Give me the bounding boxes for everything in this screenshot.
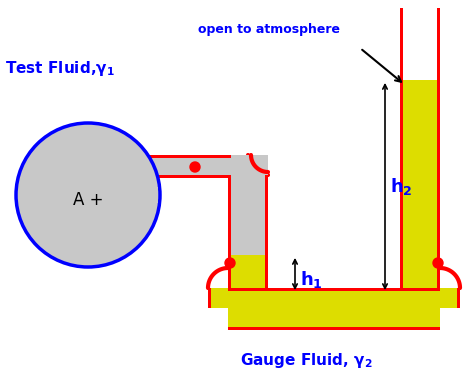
Circle shape xyxy=(16,123,160,267)
Bar xyxy=(403,80,437,288)
Circle shape xyxy=(433,258,443,268)
Bar xyxy=(403,8,437,80)
Bar xyxy=(265,155,268,300)
Bar xyxy=(148,155,268,158)
Bar xyxy=(228,155,268,300)
Bar xyxy=(228,291,440,327)
Bar xyxy=(228,288,440,291)
Bar xyxy=(440,291,457,308)
Bar xyxy=(208,288,248,308)
Polygon shape xyxy=(248,155,268,175)
Bar xyxy=(148,175,268,178)
Text: A +: A + xyxy=(73,191,103,209)
Bar xyxy=(231,155,265,255)
Text: $\mathbf{h_2}$: $\mathbf{h_2}$ xyxy=(390,176,413,197)
Bar xyxy=(228,288,440,330)
Bar xyxy=(208,288,211,308)
Bar xyxy=(400,8,440,300)
Text: open to atmosphere: open to atmosphere xyxy=(198,23,340,36)
Bar xyxy=(211,291,228,308)
Bar xyxy=(228,155,231,300)
Circle shape xyxy=(190,162,200,172)
Bar xyxy=(228,327,440,330)
Bar xyxy=(400,8,403,300)
Bar xyxy=(148,155,268,178)
Bar xyxy=(457,288,460,308)
Bar xyxy=(208,305,228,308)
Polygon shape xyxy=(251,155,285,172)
Bar xyxy=(440,305,460,308)
Text: Gauge Fluid, $\mathbf{\gamma_2}$: Gauge Fluid, $\mathbf{\gamma_2}$ xyxy=(240,350,373,370)
Bar xyxy=(420,288,460,308)
Bar xyxy=(231,255,265,288)
Bar xyxy=(88,187,158,203)
Circle shape xyxy=(225,258,235,268)
Text: Test Fluid,$\mathbf{\gamma_1}$: Test Fluid,$\mathbf{\gamma_1}$ xyxy=(5,59,115,77)
Bar xyxy=(437,8,440,300)
Bar xyxy=(231,155,265,175)
Bar xyxy=(148,158,268,175)
Text: $\mathbf{h_1}$: $\mathbf{h_1}$ xyxy=(300,268,323,290)
